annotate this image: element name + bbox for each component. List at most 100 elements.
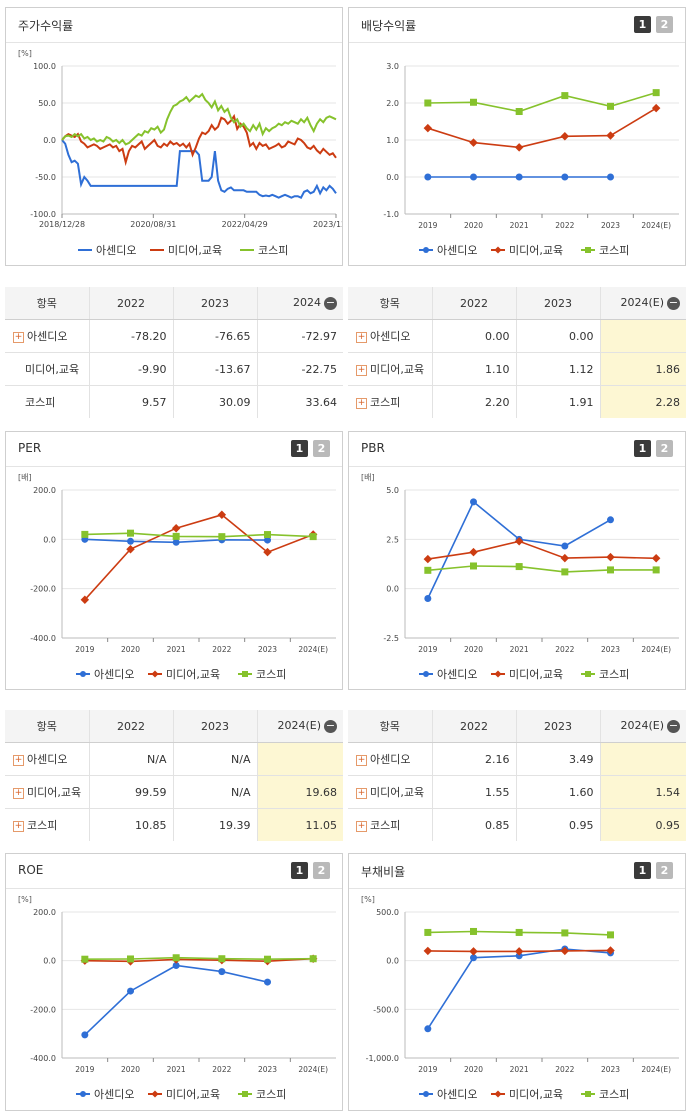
data-point[interactable] [470,927,477,935]
legend-label[interactable]: 미디어,교육 [166,668,220,681]
data-point[interactable] [607,566,614,574]
data-point[interactable] [651,103,661,113]
collapse-icon[interactable]: − [324,295,337,310]
data-point[interactable] [172,954,180,962]
data-point[interactable] [469,947,478,956]
legend-label[interactable]: 아센디오 [94,1088,134,1101]
data-point[interactable] [424,173,432,181]
data-point[interactable] [127,987,134,995]
expand-icon[interactable]: + [13,754,24,766]
data-point[interactable] [424,928,432,936]
legend-label[interactable]: 아센디오 [437,668,477,681]
legend-label[interactable]: 미디어,교육 [168,244,222,257]
data-point[interactable] [423,946,433,956]
data-point[interactable] [217,510,227,520]
data-point[interactable] [606,552,615,562]
data-point[interactable] [424,99,432,107]
data-point[interactable] [309,955,317,963]
data-point[interactable] [470,98,477,106]
data-point[interactable] [218,533,226,541]
legend-label[interactable]: 코스피 [256,1088,286,1101]
legend-label[interactable]: 코스피 [599,1088,629,1101]
legend-label[interactable]: 아센디오 [437,244,477,257]
data-point[interactable] [218,955,226,963]
data-point[interactable] [560,132,570,141]
data-point[interactable] [515,173,523,181]
data-point[interactable] [515,108,523,116]
page-2-button[interactable]: 2 [313,440,330,457]
data-point[interactable] [172,962,180,970]
legend-label[interactable]: 코스피 [599,244,629,257]
legend-label[interactable]: 미디어,교육 [509,244,563,257]
data-point[interactable] [81,530,89,538]
expand-icon[interactable]: + [356,364,367,376]
data-point[interactable] [172,538,180,546]
data-point[interactable] [470,173,477,181]
expand-icon[interactable]: + [356,397,367,409]
data-point[interactable] [607,931,614,939]
data-point[interactable] [515,952,523,960]
collapse-icon[interactable]: − [667,718,680,733]
data-point[interactable] [469,138,478,147]
data-point[interactable] [81,955,89,963]
page-1-button[interactable]: 1 [634,862,651,879]
data-point[interactable] [514,947,524,956]
data-point[interactable] [172,532,180,540]
expand-icon[interactable]: + [13,787,24,799]
page-2-button[interactable]: 2 [313,862,330,879]
data-point[interactable] [607,516,614,524]
data-point[interactable] [515,563,523,571]
page-1-button[interactable]: 1 [634,16,651,33]
expand-icon[interactable]: + [13,820,24,832]
data-point[interactable] [514,537,524,546]
data-point[interactable] [561,173,569,181]
data-point[interactable] [171,523,181,533]
expand-icon[interactable]: + [356,754,367,766]
legend-label[interactable]: 미디어,교육 [166,1088,220,1101]
data-point[interactable] [126,544,135,554]
data-point[interactable] [423,554,433,564]
data-point[interactable] [264,531,271,539]
data-point[interactable] [424,1025,432,1033]
collapse-icon[interactable]: − [324,718,337,733]
legend-label[interactable]: 미디어,교육 [509,1088,563,1101]
data-point[interactable] [264,978,271,986]
data-point[interactable] [561,929,569,937]
data-point[interactable] [263,547,272,557]
data-point[interactable] [470,562,477,570]
data-point[interactable] [218,968,226,976]
data-point[interactable] [651,554,661,563]
page-1-button[interactable]: 1 [291,440,308,457]
data-point[interactable] [561,542,569,550]
page-2-button[interactable]: 2 [656,16,673,33]
data-point[interactable] [264,536,271,544]
data-point[interactable] [652,89,660,97]
data-point[interactable] [470,954,477,962]
data-point[interactable] [264,955,271,963]
data-point[interactable] [607,102,614,110]
data-point[interactable] [424,595,432,603]
data-point[interactable] [81,1031,89,1039]
data-point[interactable] [561,568,569,576]
page-2-button[interactable]: 2 [656,440,673,457]
expand-icon[interactable]: + [356,331,367,343]
legend-label[interactable]: 아센디오 [437,1088,477,1101]
page-1-button[interactable]: 1 [291,862,308,879]
legend-label[interactable]: 코스피 [599,668,629,681]
expand-icon[interactable]: + [356,787,367,799]
collapse-icon[interactable]: − [667,295,680,310]
data-point[interactable] [127,537,134,545]
data-point[interactable] [652,566,660,574]
legend-label[interactable]: 아센디오 [94,668,134,681]
data-point[interactable] [127,529,134,537]
data-point[interactable] [423,123,433,133]
legend-label[interactable]: 코스피 [258,244,288,257]
page-2-button[interactable]: 2 [656,862,673,879]
data-point[interactable] [515,928,523,936]
legend-label[interactable]: 아센디오 [96,244,136,257]
data-point[interactable] [561,92,569,100]
data-point[interactable] [606,131,615,140]
page-1-button[interactable]: 1 [634,440,651,457]
data-point[interactable] [514,143,524,152]
legend-label[interactable]: 미디어,교육 [509,668,563,681]
